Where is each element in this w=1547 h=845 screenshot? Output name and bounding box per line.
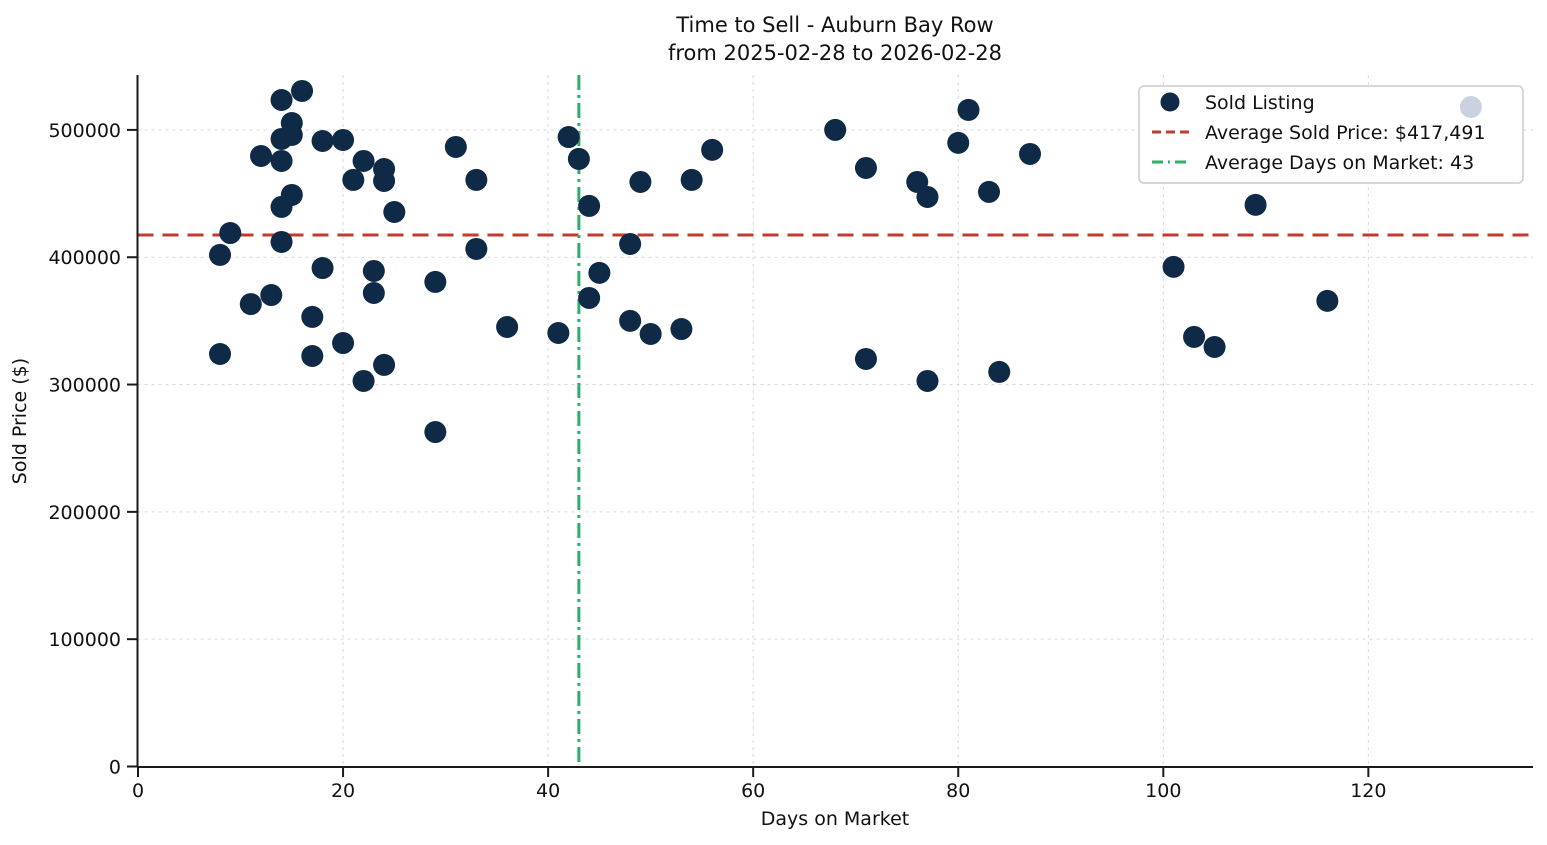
scatter-points bbox=[209, 79, 1339, 444]
x-tick-label: 120 bbox=[1350, 780, 1386, 802]
data-point bbox=[291, 79, 314, 102]
data-point bbox=[362, 259, 385, 282]
x-tick-label: 40 bbox=[536, 780, 560, 802]
data-point bbox=[824, 118, 847, 141]
data-point bbox=[854, 156, 877, 179]
data-point bbox=[219, 222, 242, 245]
y-tick-label: 200000 bbox=[48, 502, 121, 524]
x-axis-label: Days on Market bbox=[761, 808, 909, 830]
data-point bbox=[916, 185, 939, 208]
y-tick-label: 500000 bbox=[48, 120, 121, 142]
data-point bbox=[670, 318, 693, 341]
data-point bbox=[629, 170, 652, 193]
data-point bbox=[383, 201, 406, 224]
x-tick-label: 100 bbox=[1145, 780, 1181, 802]
data-point bbox=[332, 332, 355, 355]
y-tick-label: 0 bbox=[109, 757, 121, 779]
data-point bbox=[311, 129, 334, 152]
data-point bbox=[701, 138, 724, 161]
legend-label-sold-listing: Sold Listing bbox=[1205, 92, 1315, 114]
y-tick-label: 300000 bbox=[48, 375, 121, 397]
data-point bbox=[988, 360, 1011, 383]
sold-listing-legend-marker-icon bbox=[1160, 92, 1180, 112]
legend: Sold Listing Average Sold Price: $417,49… bbox=[1138, 85, 1524, 184]
data-point bbox=[547, 321, 570, 344]
data-point bbox=[680, 168, 703, 191]
data-point bbox=[1244, 193, 1267, 216]
data-point bbox=[578, 286, 601, 309]
data-point bbox=[209, 243, 232, 266]
data-point bbox=[352, 149, 375, 172]
data-point bbox=[311, 257, 334, 280]
data-point bbox=[854, 347, 877, 370]
data-point bbox=[342, 168, 365, 191]
data-point bbox=[496, 315, 519, 338]
data-point bbox=[301, 345, 324, 368]
data-point bbox=[373, 353, 396, 376]
axis-ticks bbox=[127, 128, 1370, 777]
data-point bbox=[588, 261, 611, 284]
data-point bbox=[916, 369, 939, 392]
data-point bbox=[270, 195, 293, 218]
x-tick-label: 0 bbox=[132, 780, 144, 802]
data-point bbox=[1162, 255, 1185, 278]
data-point bbox=[424, 270, 447, 293]
data-point bbox=[465, 237, 488, 260]
axis-tick-labels: 0 20 40 60 80 100 120 0 100000 200000 300000 400000… bbox=[48, 120, 1386, 802]
data-point bbox=[947, 131, 970, 154]
data-point bbox=[1183, 325, 1206, 348]
x-tick-label: 60 bbox=[741, 780, 765, 802]
y-tick-label: 400000 bbox=[48, 247, 121, 269]
legend-label-avg-days: Average Days on Market: 43 bbox=[1205, 152, 1474, 174]
data-point bbox=[619, 232, 642, 255]
data-point bbox=[557, 126, 580, 149]
data-point bbox=[332, 128, 355, 151]
data-point bbox=[424, 421, 447, 444]
data-point bbox=[1316, 289, 1339, 312]
data-point bbox=[270, 149, 293, 172]
data-point bbox=[1019, 142, 1042, 165]
data-point bbox=[352, 369, 375, 392]
y-tick-label: 100000 bbox=[48, 629, 121, 651]
data-point bbox=[270, 88, 293, 111]
x-tick-label: 80 bbox=[946, 780, 970, 802]
data-point bbox=[362, 281, 385, 304]
data-point bbox=[209, 342, 232, 365]
overlay-point bbox=[1459, 95, 1482, 118]
legend-label-avg-price: Average Sold Price: $417,491 bbox=[1205, 122, 1486, 144]
data-point bbox=[1203, 335, 1226, 358]
legend-box bbox=[1138, 85, 1524, 184]
data-point bbox=[270, 230, 293, 253]
data-point bbox=[239, 293, 262, 316]
data-point bbox=[639, 322, 662, 345]
chart-title-line1: Time to Sell - Auburn Bay Row bbox=[675, 13, 993, 37]
data-point bbox=[373, 169, 396, 192]
data-point bbox=[260, 284, 283, 307]
data-point bbox=[619, 309, 642, 332]
data-point bbox=[567, 147, 590, 170]
data-point bbox=[250, 145, 273, 168]
data-point bbox=[465, 168, 488, 191]
chart-title-line2: from 2025-02-28 to 2026-02-28 bbox=[668, 41, 1002, 65]
data-point bbox=[444, 135, 467, 158]
data-point bbox=[977, 180, 1000, 203]
y-axis-label: Sold Price ($) bbox=[9, 358, 31, 484]
x-tick-label: 20 bbox=[331, 780, 355, 802]
data-point-light bbox=[1459, 95, 1482, 118]
data-point bbox=[957, 98, 980, 121]
data-point bbox=[280, 123, 303, 146]
data-point bbox=[301, 305, 324, 328]
data-point bbox=[578, 194, 601, 217]
